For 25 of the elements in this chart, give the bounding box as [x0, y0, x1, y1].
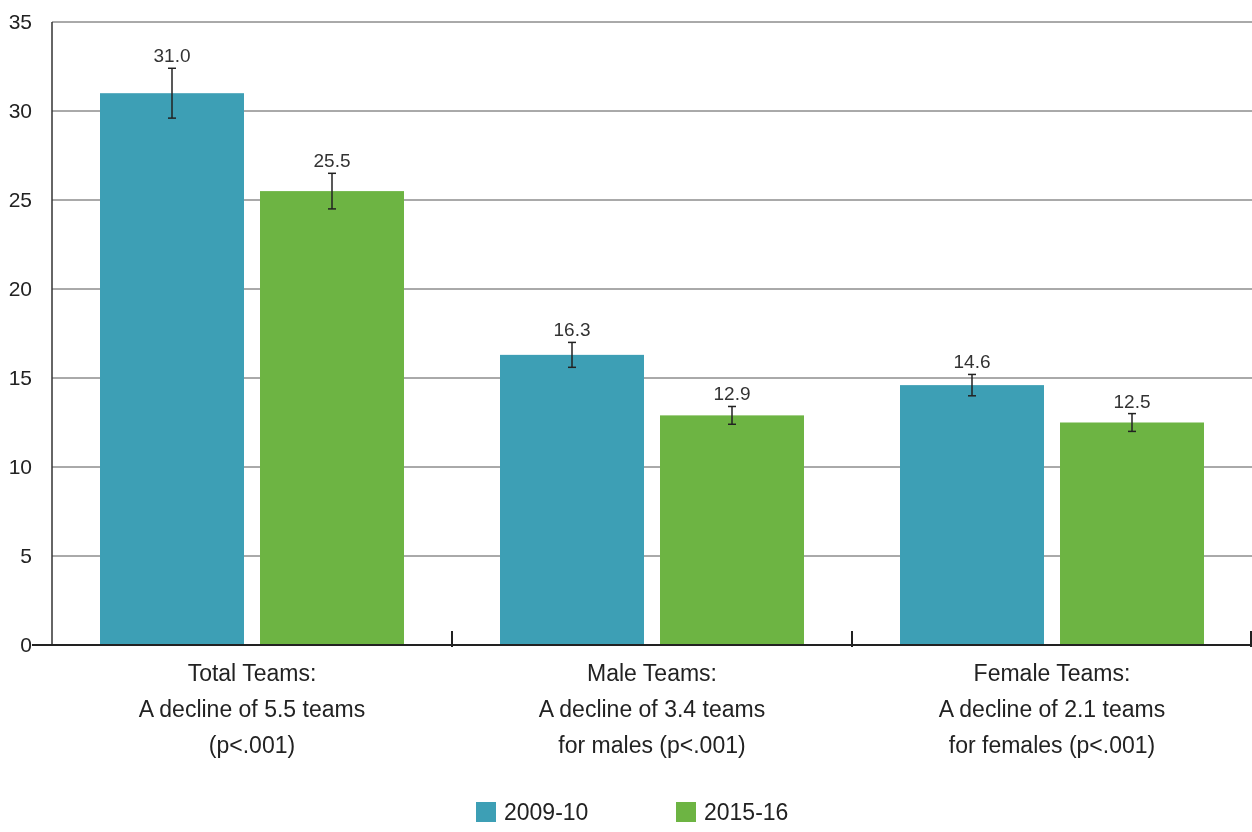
x-tick-label: Female Teams: A decline of 2.1 teams for females (p<.001) [938, 660, 1166, 758]
bar [100, 93, 244, 645]
bar [1060, 422, 1204, 645]
y-tick-label: 10 [8, 455, 32, 479]
data-label: 12.5 [1113, 390, 1151, 412]
y-tick-label: 20 [8, 277, 32, 301]
data-label: 14.6 [953, 351, 991, 373]
data-label: 25.5 [313, 150, 351, 172]
y-tick-label: 0 [20, 633, 32, 657]
y-tick-label: 30 [8, 99, 32, 123]
x-tick-label: Total Teams: A decline of 5.5 teams (p<.001) [138, 660, 366, 758]
data-label: 31.0 [153, 45, 191, 67]
data-label: 12.9 [713, 383, 751, 405]
y-tick-label: 5 [20, 544, 32, 568]
y-tick-label: 15 [8, 366, 32, 390]
legend-label: 2009-10 [504, 799, 589, 825]
bar [500, 354, 644, 645]
bar [260, 191, 404, 645]
data-label: 16.3 [553, 319, 591, 341]
x-tick-label: Male Teams: A decline of 3.4 teams for males (p<.001) [538, 660, 766, 758]
y-tick-label: 35 [8, 10, 32, 34]
bar [900, 385, 1044, 645]
bar [660, 415, 804, 645]
legend-label: 2015-16 [704, 799, 789, 825]
y-tick-label: 25 [8, 188, 32, 212]
